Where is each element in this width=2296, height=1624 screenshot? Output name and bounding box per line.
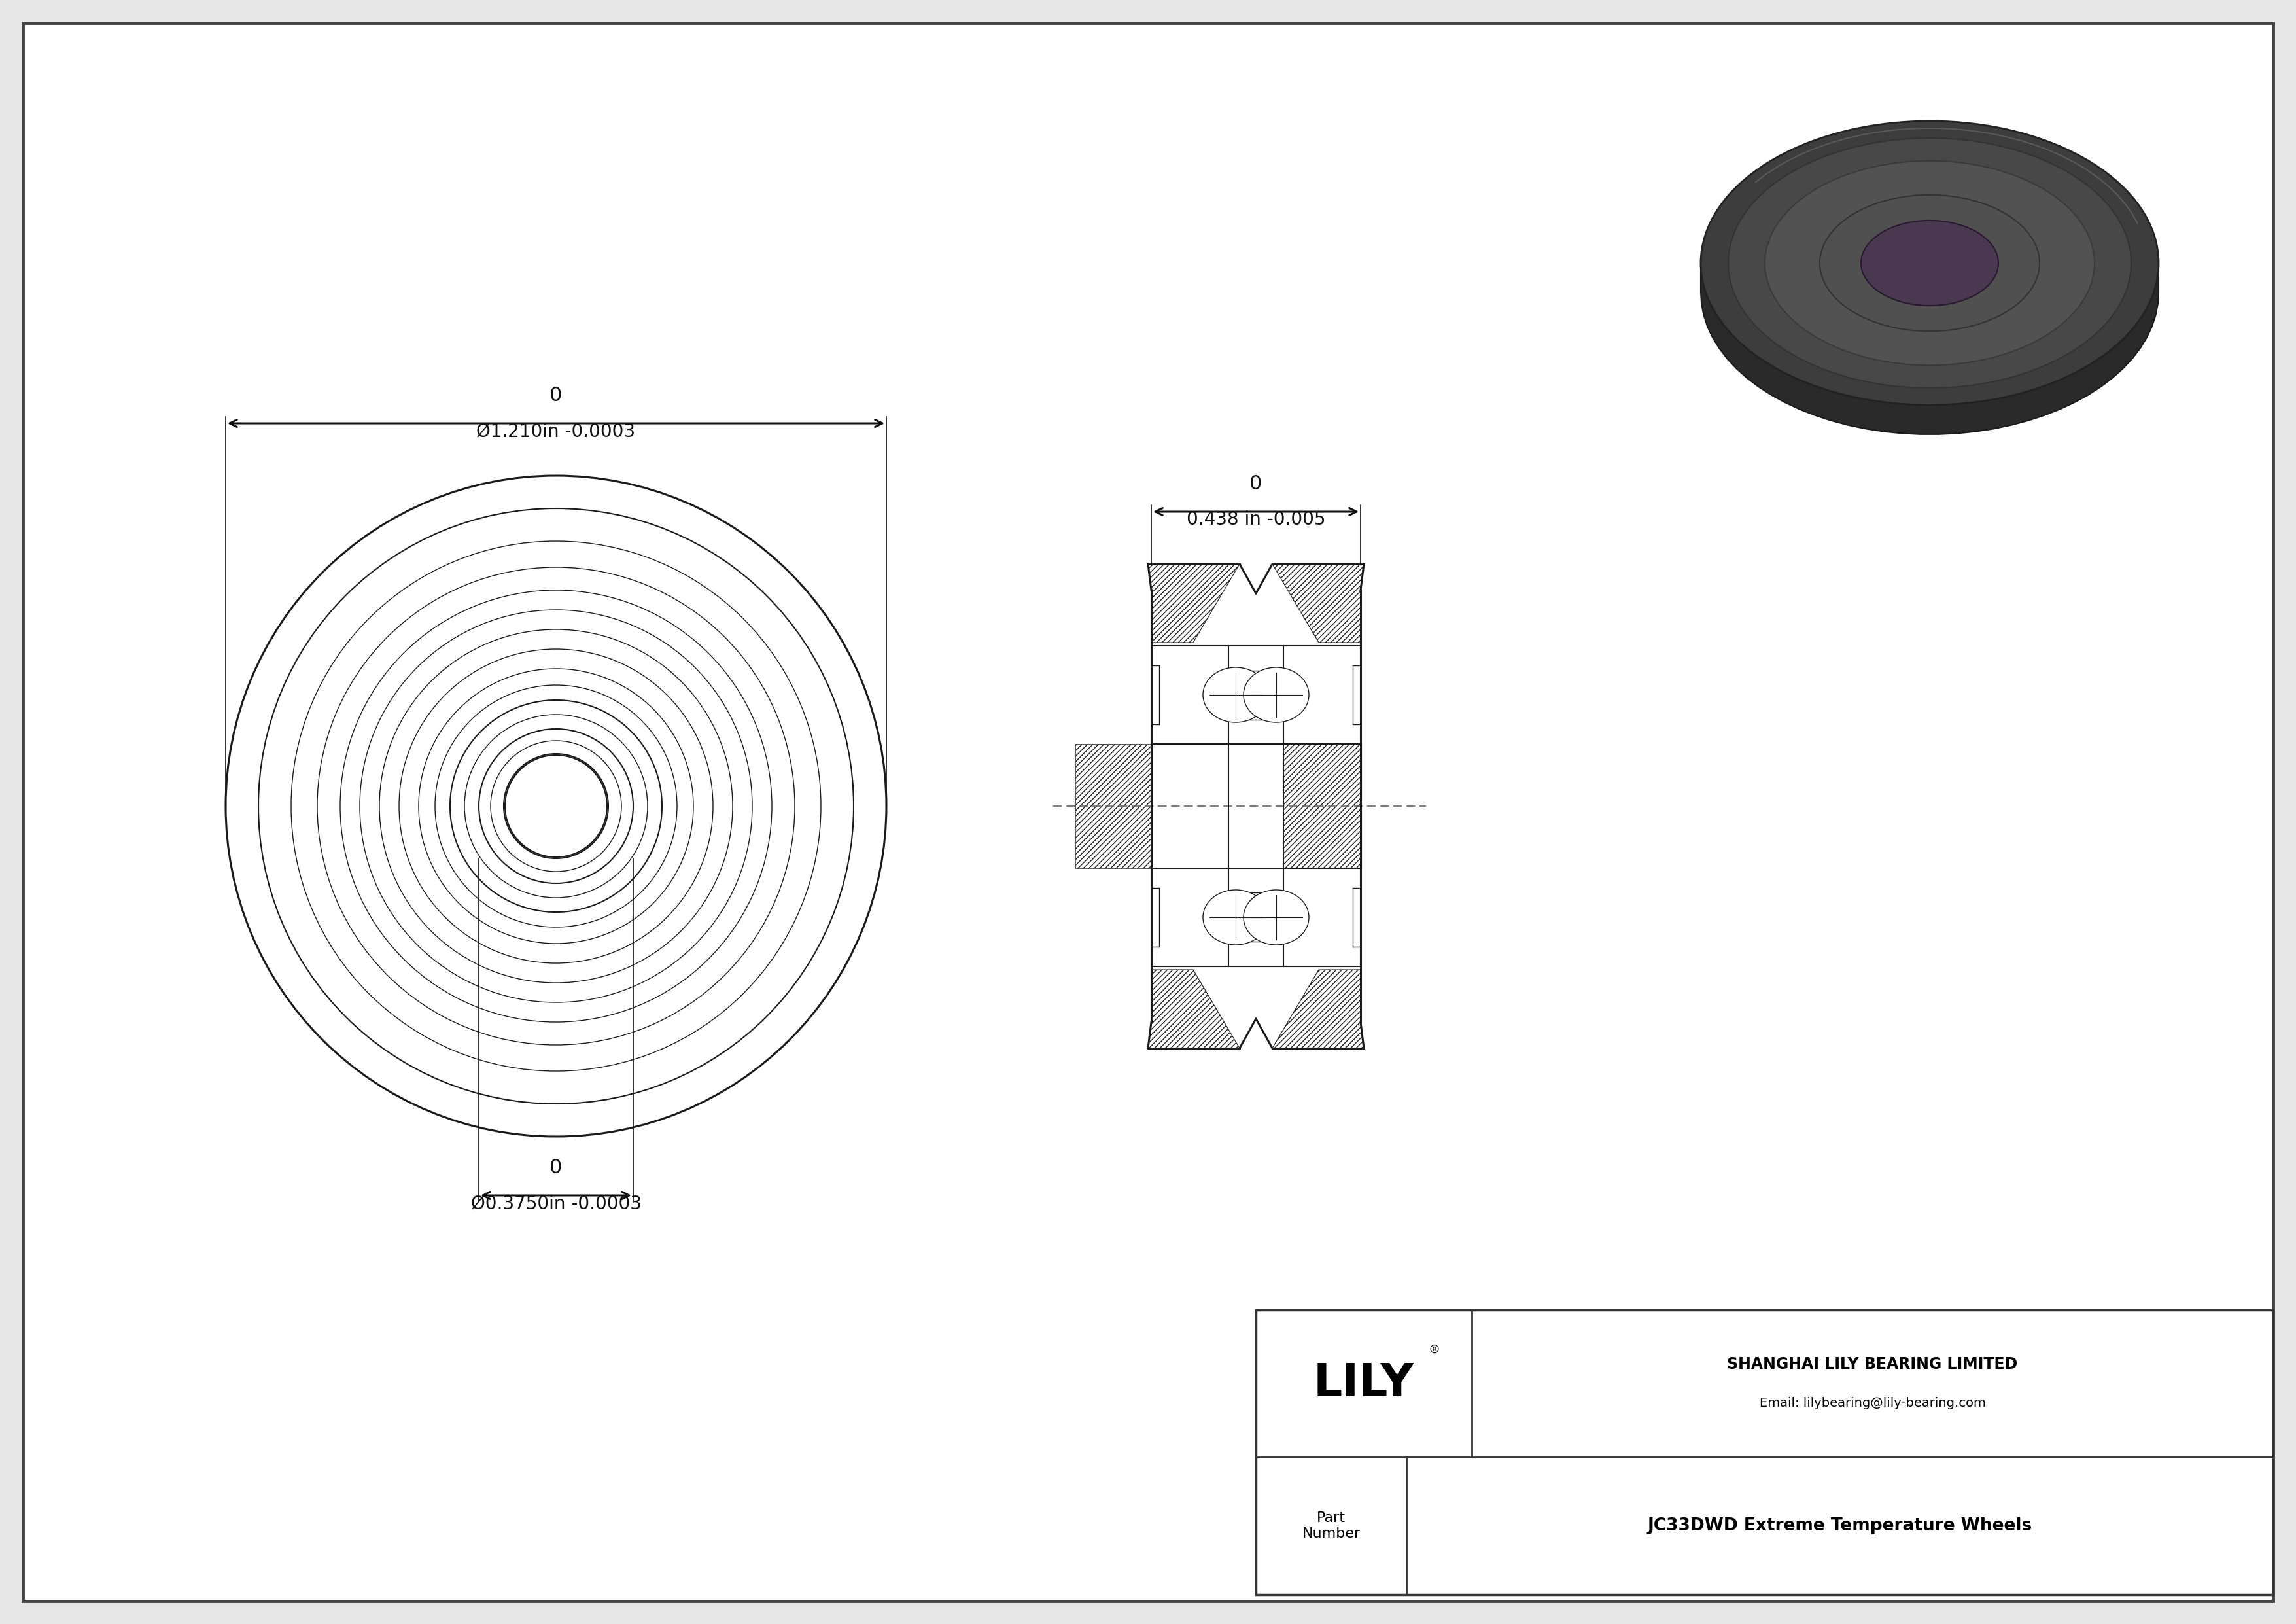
Bar [1283,744,1362,869]
Text: ®: ® [1428,1343,1440,1356]
Ellipse shape [1729,138,2131,388]
Text: 0: 0 [549,387,563,404]
Text: JC33DWD Extreme Temperature Wheels: JC33DWD Extreme Temperature Wheels [1646,1517,2032,1535]
Polygon shape [1701,263,2158,434]
Bar [1075,744,1150,869]
Ellipse shape [1244,667,1309,723]
Ellipse shape [1701,122,2158,404]
Polygon shape [1272,970,1364,1047]
Text: 0: 0 [549,1158,563,1177]
Ellipse shape [1244,890,1309,945]
Ellipse shape [1821,195,2039,331]
Text: 0.438 in -0.005: 0.438 in -0.005 [1187,510,1325,529]
Bar [1256,1311,2273,1595]
Ellipse shape [1203,667,1267,723]
Text: 0: 0 [1249,474,1263,494]
Text: LILY: LILY [1313,1361,1414,1405]
Polygon shape [1148,970,1240,1047]
Polygon shape [1272,564,1364,643]
Polygon shape [1148,564,1240,643]
Text: SHANGHAI LILY BEARING LIMITED: SHANGHAI LILY BEARING LIMITED [1727,1356,2018,1372]
Text: Ø0.3750in -0.0003: Ø0.3750in -0.0003 [471,1194,641,1213]
Ellipse shape [1862,221,1998,305]
Circle shape [505,755,606,857]
Ellipse shape [1766,161,2094,365]
Text: Part
Number: Part Number [1302,1512,1359,1540]
Ellipse shape [1203,890,1267,945]
Text: Ø1.210in -0.0003: Ø1.210in -0.0003 [478,422,636,440]
Text: Email: lilybearing@lily-bearing.com: Email: lilybearing@lily-bearing.com [1759,1397,1986,1410]
